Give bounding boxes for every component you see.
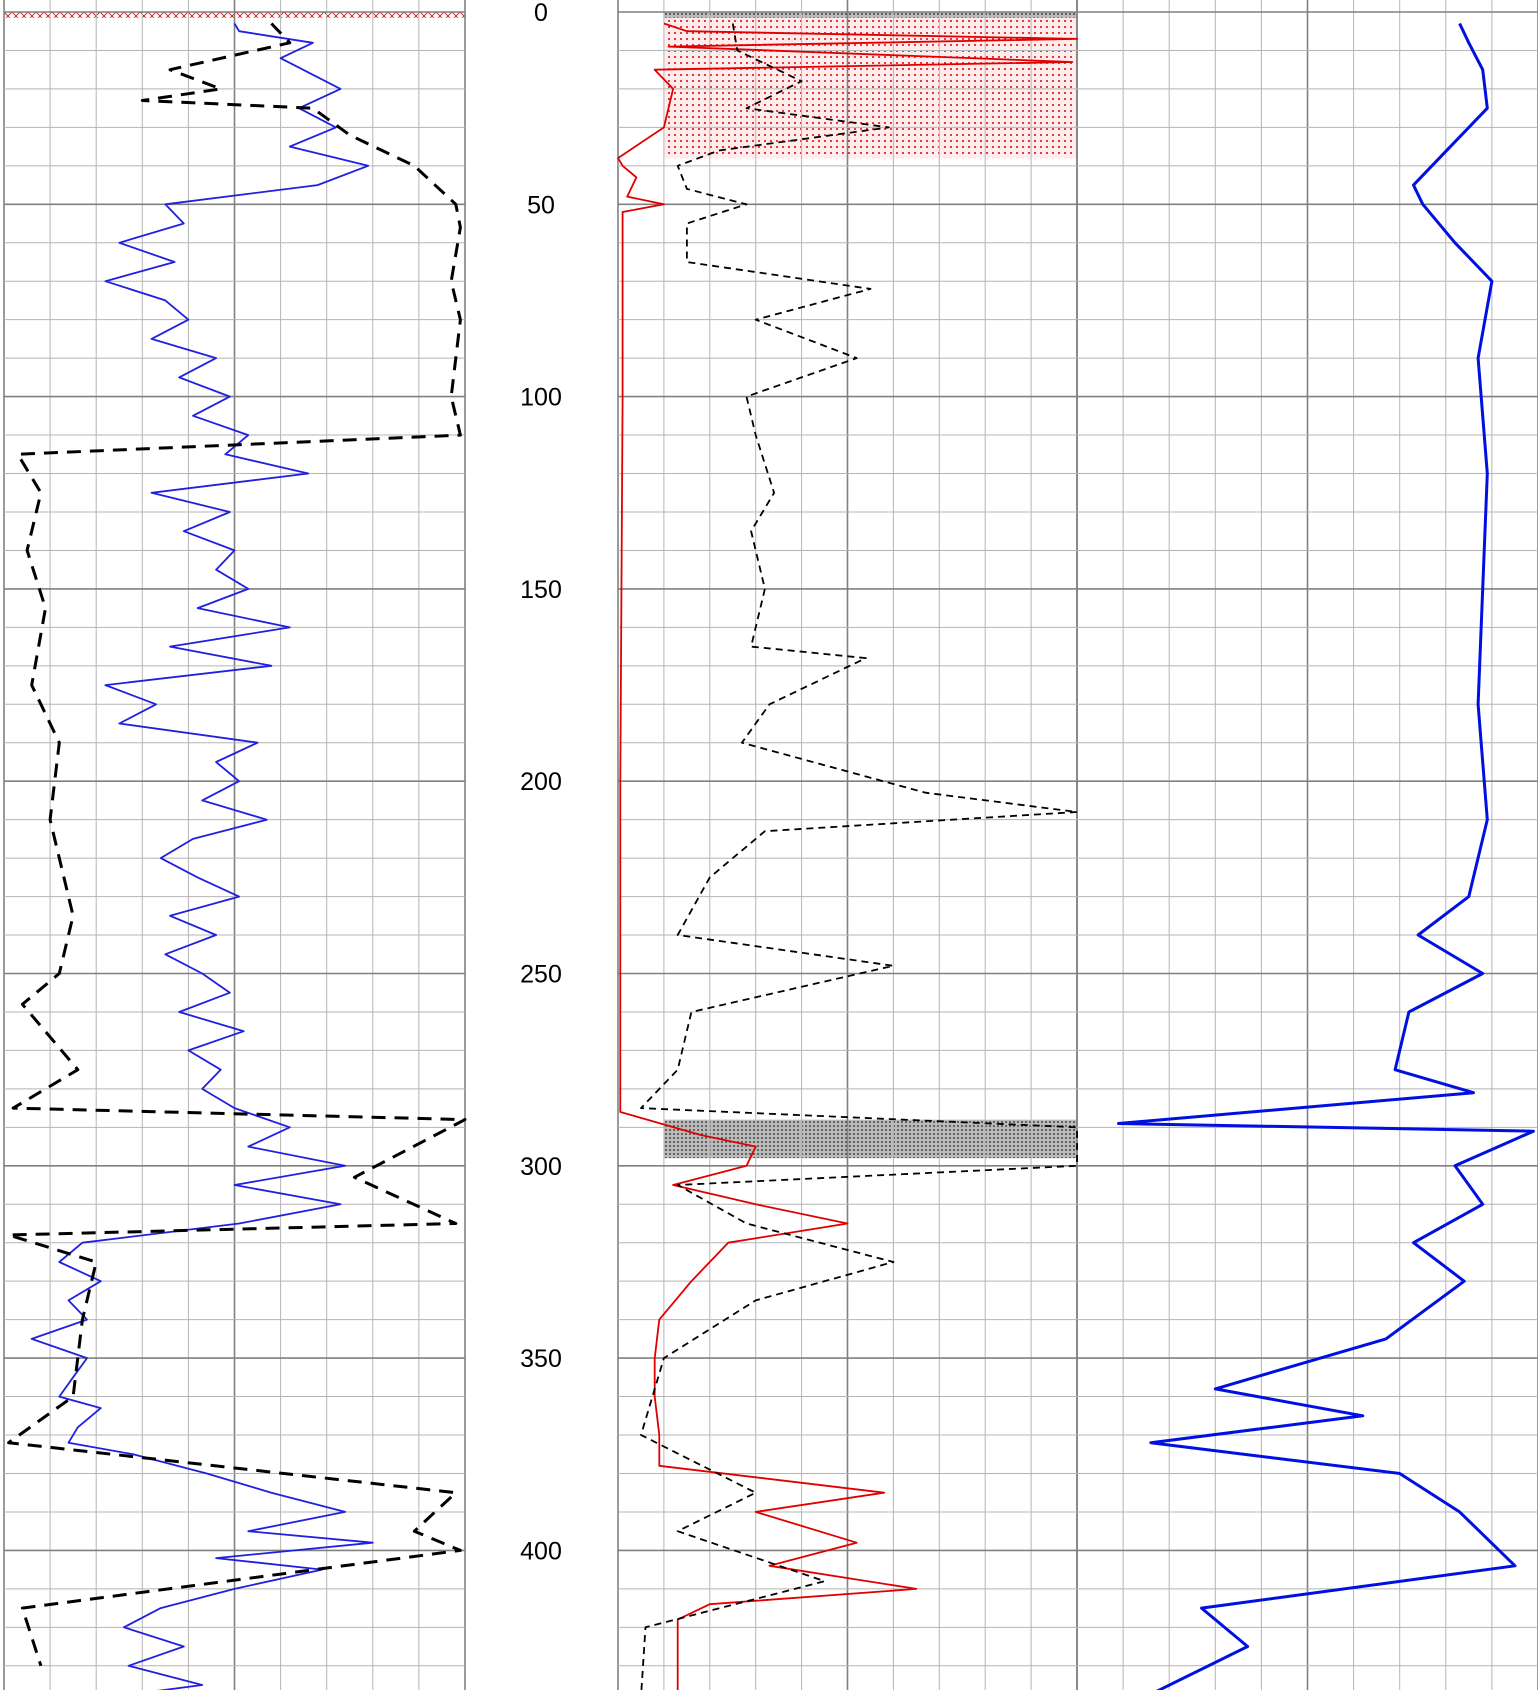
depth-tick-label: 150 bbox=[520, 576, 562, 604]
track-1-curve-2 bbox=[7, 22, 467, 1667]
track-2-curve-2 bbox=[640, 23, 1078, 1690]
fill-band-1 bbox=[664, 12, 1077, 18]
depth-tick-label: 50 bbox=[527, 191, 555, 219]
fill-band-0 bbox=[664, 12, 1077, 159]
depth-tick-label: 350 bbox=[520, 1345, 562, 1373]
depth-tick-label: 400 bbox=[520, 1537, 562, 1565]
curve-layer bbox=[7, 22, 1535, 1690]
track-1-curve-1 bbox=[30, 23, 374, 1690]
depth-tick-label: 200 bbox=[520, 768, 562, 796]
track-2-curve-1 bbox=[617, 22, 1078, 1690]
depth-tick-label: 100 bbox=[520, 384, 562, 412]
fill-layer bbox=[4, 12, 1077, 1159]
depth-tick-label: 300 bbox=[520, 1153, 562, 1181]
track-2-curve-3 bbox=[1117, 22, 1535, 1690]
depth-axis: 0 50 100 150 200 250 300 350 400 bbox=[520, 0, 562, 1565]
grid-layer bbox=[3, 0, 1538, 1690]
fill-band-2 bbox=[664, 1119, 1077, 1159]
depth-tick-label: 0 bbox=[534, 0, 548, 27]
depth-tick-label: 250 bbox=[520, 961, 562, 989]
